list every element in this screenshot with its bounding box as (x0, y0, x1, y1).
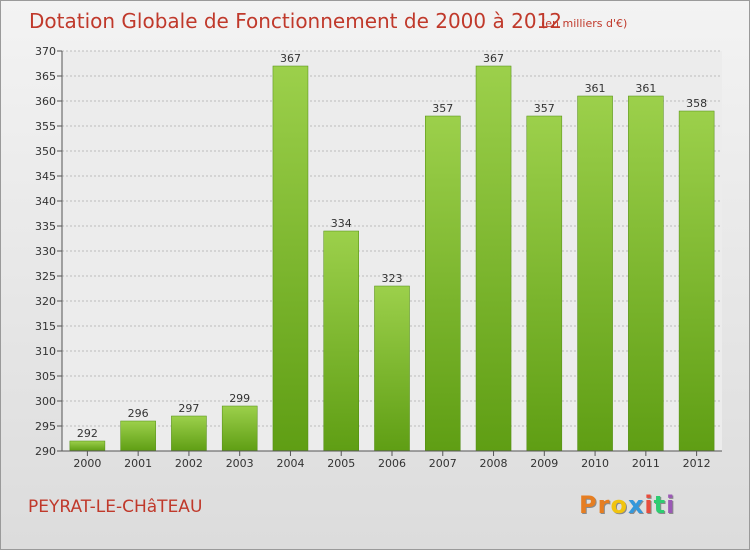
y-tick-label: 330 (35, 245, 56, 258)
bar (374, 285, 410, 452)
data-label: 292 (77, 427, 98, 440)
data-label: 296 (128, 407, 149, 420)
x-tick-label: 2001 (124, 457, 152, 470)
y-tick-label: 295 (35, 420, 56, 433)
y-tick-label: 360 (35, 95, 56, 108)
logo-letter: o (610, 491, 628, 519)
x-tick-label: 2012 (683, 457, 711, 470)
data-label: 357 (534, 102, 555, 115)
logo-letter: i (644, 491, 654, 519)
x-tick-label: 2011 (632, 457, 660, 470)
data-label: 334 (331, 217, 352, 230)
x-tick-label: 2005 (327, 457, 355, 470)
x-tick-label: 2007 (429, 457, 457, 470)
x-tick-label: 2010 (581, 457, 609, 470)
bar (628, 95, 664, 452)
logo-letter: x (627, 491, 645, 519)
y-tick-label: 315 (35, 320, 56, 333)
logo-letter: i (666, 491, 676, 519)
data-label: 367 (280, 52, 301, 65)
logo-letter: t (653, 491, 667, 519)
y-tick-label: 350 (35, 145, 56, 158)
data-label: 361 (635, 82, 656, 95)
data-label: 323 (382, 272, 403, 285)
y-tick-label: 320 (35, 295, 56, 308)
logo-letter: P (579, 491, 598, 519)
bars: 292 296 297 299 367 334 323 357 367 357 361 361 358 (69, 52, 715, 452)
bar (69, 440, 106, 452)
x-tick-label: 2006 (378, 457, 406, 470)
y-tick-label: 355 (35, 120, 56, 133)
commune-name: PEYRAT-LE-CHâTEAU (28, 497, 203, 517)
bar (221, 405, 258, 452)
proxiti-logo[interactable]: Proxiti (579, 491, 675, 519)
bar (323, 230, 359, 452)
bar (425, 115, 461, 452)
chart-unit: (en milliers d'€) (541, 17, 628, 30)
x-tick-label: 2000 (73, 457, 101, 470)
y-tick-label: 300 (35, 395, 56, 408)
bar (678, 110, 715, 452)
bar (526, 115, 563, 452)
x-tick-label: 2009 (530, 457, 558, 470)
data-label: 358 (686, 97, 707, 110)
y-tick-label: 345 (35, 170, 56, 183)
data-label: 357 (432, 102, 453, 115)
y-tick-label: 325 (35, 270, 56, 283)
x-tick-label: 2002 (175, 457, 203, 470)
bar (475, 65, 512, 452)
data-label: 297 (178, 402, 199, 415)
chart-title: Dotation Globale de Fonctionnement de 20… (29, 9, 562, 33)
x-tick-label: 2008 (480, 457, 508, 470)
axes: 290 295 300 305 310 315 320 325 330 335 340 345 350 3… (35, 45, 722, 470)
y-tick-label: 310 (35, 345, 56, 358)
bar (171, 415, 207, 452)
y-tick-label: 305 (35, 370, 56, 383)
x-tick-label: 2003 (226, 457, 254, 470)
data-label: 299 (229, 392, 250, 405)
y-tick-label: 335 (35, 220, 56, 233)
y-tick-label: 370 (35, 45, 56, 58)
y-tick-label: 290 (35, 445, 56, 458)
logo-letter: r (597, 491, 611, 519)
bar (120, 420, 156, 452)
y-tick-label: 365 (35, 70, 56, 83)
y-tick-label: 340 (35, 195, 56, 208)
data-label: 367 (483, 52, 504, 65)
x-tick-label: 2004 (276, 457, 304, 470)
data-label: 361 (585, 82, 606, 95)
bar (577, 95, 613, 452)
bar (272, 65, 309, 452)
